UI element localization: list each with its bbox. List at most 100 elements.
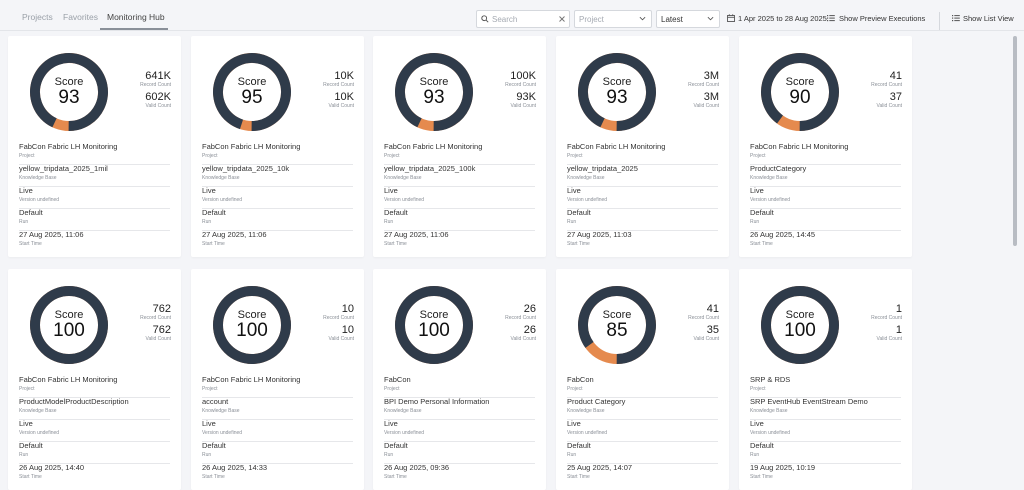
start-time-value: 26 Aug 2025, 14:33 (202, 463, 268, 472)
show-preview-executions-button[interactable]: Show Preview Executions (827, 14, 927, 24)
run-field: Default Run (202, 208, 353, 231)
score-ring-valid-arc (213, 286, 291, 364)
run-name: Default (384, 441, 408, 450)
start-time-value: 19 Aug 2025, 10:19 (750, 463, 816, 472)
start-time-value: 26 Aug 2025, 14:45 (750, 230, 816, 239)
record-count-value: 26 (523, 303, 536, 315)
search-icon (481, 15, 489, 23)
tab-monitoring-hub[interactable]: Monitoring Hub (107, 12, 165, 22)
score-label: Score (419, 76, 449, 88)
run-caption: Run (384, 219, 394, 225)
run-caption: Run (202, 219, 212, 225)
project-field: FabCon Project (567, 375, 718, 398)
start-time-field: 25 Aug 2025, 14:07 Start Time (567, 463, 718, 485)
project-field: FabCon Fabric LH Monitoring Project (567, 142, 718, 165)
knowledge-base-field: Product Category Knowledge Base (567, 397, 718, 420)
score-ring-valid-arc (213, 53, 291, 131)
monitoring-card[interactable]: Score 95 10K Record Count 10K Valid Count FabC… (191, 36, 364, 257)
record-count-value: 641K (145, 70, 171, 82)
version-name: Live (750, 186, 764, 195)
monitoring-card[interactable]: Score 85 41 Record Count 35 Valid Count FabCon… (556, 269, 729, 490)
clear-icon[interactable] (559, 16, 565, 22)
score-ring (30, 53, 108, 131)
project-caption: Project (202, 386, 218, 392)
start-time-caption: Start Time (750, 474, 773, 480)
valid-count-label: Valid Count (876, 103, 902, 109)
monitoring-card[interactable]: Score 100 762 Record Count 762 Valid Count Fab… (8, 269, 181, 490)
run-name: Default (202, 208, 226, 217)
project-caption: Project (19, 386, 35, 392)
valid-count-value: 37 (889, 91, 902, 103)
date-range-button[interactable]: 1 Apr 2025 to 28 Aug 2025 (727, 14, 827, 24)
valid-count-label: Valid Count (510, 336, 536, 342)
project-caption: Project (750, 153, 766, 159)
version-name: Live (567, 186, 581, 195)
valid-count: 26 Valid Count (511, 324, 536, 342)
version-caption: Version undefined (567, 430, 608, 436)
valid-count: 93K Valid Count (511, 91, 536, 109)
tab-projects[interactable]: Projects (22, 12, 53, 22)
monitoring-card[interactable]: Score 93 3M Record Count 3M Valid Count FabCon… (556, 36, 729, 257)
toolbar-divider (939, 12, 940, 30)
start-time-value: 27 Aug 2025, 11:03 (567, 230, 632, 239)
record-count-label: Record Count (871, 82, 902, 88)
knowledge-base-caption: Knowledge Base (202, 175, 240, 181)
knowledge-base-field: yellow_tripdata_2025 Knowledge Base (567, 164, 718, 187)
project-select[interactable]: Project (574, 10, 652, 28)
knowledge-base-caption: Knowledge Base (750, 408, 788, 414)
record-count: 10 Record Count (323, 303, 354, 321)
knowledge-base-field: account Knowledge Base (202, 397, 353, 420)
project-placeholder: Project (579, 15, 604, 24)
knowledge-base-name: yellow_tripdata_2025_100k (384, 164, 476, 173)
show-list-view-button[interactable]: Show List View (952, 14, 1016, 24)
run-name: Default (384, 208, 408, 217)
monitoring-card[interactable]: Score 93 641K Record Count 602K Valid Count Fa… (8, 36, 181, 257)
knowledge-base-caption: Knowledge Base (750, 175, 788, 181)
run-field: Default Run (750, 208, 901, 231)
record-count-label: Record Count (688, 82, 719, 88)
valid-count-label: Valid Count (510, 103, 536, 109)
score-value: 100 (53, 320, 85, 341)
monitoring-card[interactable]: Score 100 1 Record Count 1 Valid Count SRP & R… (739, 269, 912, 490)
run-field: Default Run (567, 441, 718, 464)
tab-favorites[interactable]: Favorites (63, 12, 98, 22)
run-caption: Run (567, 219, 577, 225)
valid-count-value: 3M (703, 91, 719, 103)
score-ring-valid-arc (761, 286, 839, 364)
run-caption: Run (567, 452, 577, 458)
score-value: 95 (241, 87, 263, 108)
score-ring-valid-arc (395, 53, 473, 131)
monitoring-card[interactable]: Score 90 41 Record Count 37 Valid Count FabCon… (739, 36, 912, 257)
run-field: Default Run (750, 441, 901, 464)
valid-count-label: Valid Count (693, 103, 719, 109)
run-field: Default Run (202, 441, 353, 464)
version-field: Live Version undefined (750, 186, 901, 209)
list-icon (827, 15, 835, 22)
start-time-caption: Start Time (19, 474, 42, 480)
run-caption: Run (384, 452, 394, 458)
scrollbar-thumb[interactable] (1013, 36, 1017, 246)
knowledge-base-name: yellow_tripdata_2025_1mil (19, 164, 108, 173)
project-field: FabCon Fabric LH Monitoring Project (19, 142, 170, 165)
record-count-value: 762 (152, 303, 171, 315)
monitoring-card[interactable]: Score 93 100K Record Count 93K Valid Count Fab… (373, 36, 546, 257)
run-field: Default Run (384, 441, 535, 464)
run-name: Default (567, 208, 591, 217)
start-time-value: 25 Aug 2025, 14:07 (567, 463, 633, 472)
score-label: Score (54, 76, 84, 88)
knowledge-base-field: ProductModelProductDescription Knowledge … (19, 397, 170, 420)
sort-select[interactable]: Latest (656, 10, 720, 28)
project-name: FabCon (384, 375, 411, 384)
knowledge-base-field: yellow_tripdata_2025_100k Knowledge Base (384, 164, 535, 187)
knowledge-base-field: BPI Demo Personal Information Knowledge B… (384, 397, 535, 420)
start-time-field: 26 Aug 2025, 09:36 Start Time (384, 463, 535, 485)
project-name: FabCon Fabric LH Monitoring (750, 142, 849, 151)
record-count-value: 100K (510, 70, 536, 82)
search-input[interactable]: Search (476, 10, 570, 28)
monitoring-card[interactable]: Score 100 10 Record Count 10 Valid Count FabCo… (191, 269, 364, 490)
record-count: 41 Record Count (688, 303, 719, 321)
start-time-field: 27 Aug 2025, 11:06 Start Time (202, 230, 353, 252)
project-name: FabCon (567, 375, 594, 384)
calendar-icon (727, 14, 735, 22)
monitoring-card[interactable]: Score 100 26 Record Count 26 Valid Count FabCo… (373, 269, 546, 490)
